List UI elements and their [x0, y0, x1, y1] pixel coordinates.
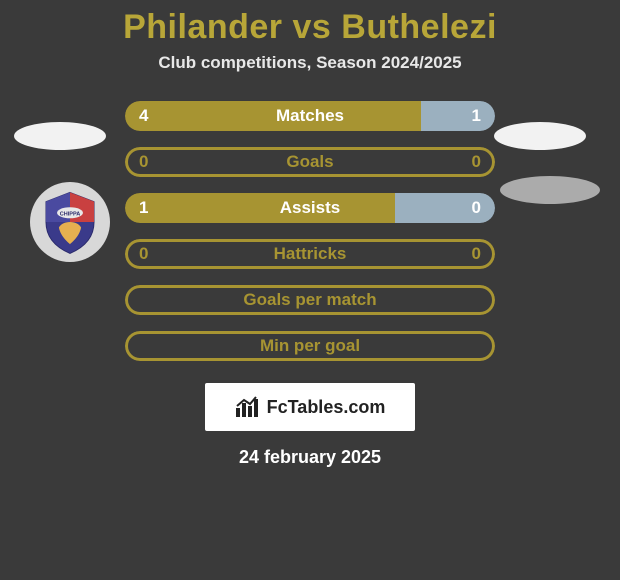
stat-value-left: 0 — [139, 244, 148, 264]
title-right: Buthelezi — [341, 8, 497, 46]
stat-bar: Goals0 0 — [125, 147, 495, 177]
title-vs: vs — [292, 8, 331, 46]
svg-text:CHIPPA: CHIPPA — [60, 212, 81, 218]
stat-bar: Goals per match — [125, 285, 495, 315]
stat-label: Min per goal — [125, 336, 495, 356]
shield-icon: CHIPPA — [33, 185, 107, 259]
stat-value-left: 0 — [139, 152, 148, 172]
stat-label: Matches — [125, 106, 495, 126]
player-badge-right-bottom — [500, 176, 600, 204]
brand-badge: FcTables.com — [205, 383, 415, 431]
brand-text: FcTables.com — [267, 397, 386, 418]
stat-label: Goals per match — [125, 290, 495, 310]
player-badge-left — [14, 122, 106, 150]
stat-bar: Min per goal — [125, 331, 495, 361]
footer-date: 24 february 2025 — [0, 447, 620, 468]
stat-value-right: 0 — [472, 152, 481, 172]
stat-label: Hattricks — [125, 244, 495, 264]
title-left: Philander — [123, 8, 282, 46]
player-badge-right-top — [494, 122, 586, 150]
stat-value-left: 1 — [139, 198, 148, 218]
stats-bars: Matches41Goals00Assists10Hattricks00Goal… — [125, 101, 495, 361]
stat-value-left: 4 — [139, 106, 148, 126]
stat-bar: Assists1 0 — [125, 193, 495, 223]
stat-bar: Matches4 1 — [125, 101, 495, 131]
club-logo-left: CHIPPA — [30, 182, 110, 262]
stat-value-right: 0 — [472, 244, 481, 264]
stat-value-right: 0 — [472, 198, 481, 218]
stat-label: Assists — [125, 198, 495, 218]
stat-bar: Hattricks0 0 — [125, 239, 495, 269]
stat-value-right: 1 — [472, 106, 481, 126]
subtitle: Club competitions, Season 2024/2025 — [0, 53, 620, 73]
stat-label: Goals — [125, 152, 495, 172]
chart-icon — [235, 396, 261, 418]
page-title: Philander vs Buthelezi — [0, 8, 620, 47]
